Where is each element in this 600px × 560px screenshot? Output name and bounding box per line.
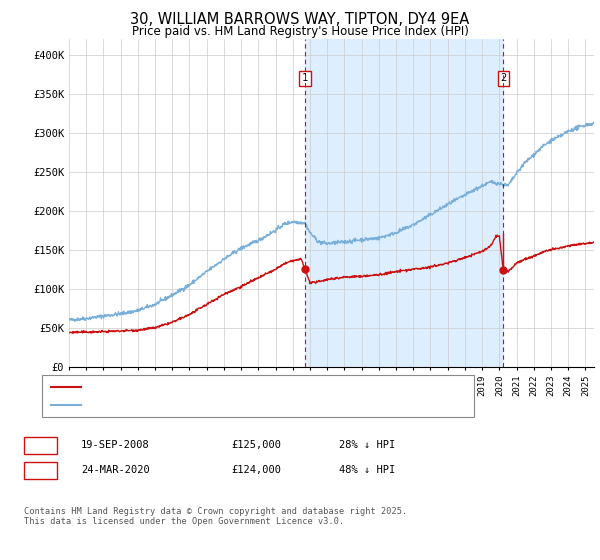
Text: Contains HM Land Registry data © Crown copyright and database right 2025.
This d: Contains HM Land Registry data © Crown c…	[24, 507, 407, 526]
Text: 30, WILLIAM BARROWS WAY, TIPTON, DY4 9EA: 30, WILLIAM BARROWS WAY, TIPTON, DY4 9EA	[130, 12, 470, 27]
Bar	[305, 39, 503, 367]
Text: 30, WILLIAM BARROWS WAY, TIPTON, DY4 9EA (detached house): 30, WILLIAM BARROWS WAY, TIPTON, DY4 9EA…	[87, 382, 422, 392]
Text: £124,000: £124,000	[231, 465, 281, 475]
Text: 28% ↓ HPI: 28% ↓ HPI	[339, 440, 395, 450]
Text: 24-MAR-2020: 24-MAR-2020	[81, 465, 150, 475]
Text: 2: 2	[500, 73, 506, 83]
Text: 19-SEP-2008: 19-SEP-2008	[81, 440, 150, 450]
Text: 48% ↓ HPI: 48% ↓ HPI	[339, 465, 395, 475]
Text: £125,000: £125,000	[231, 440, 281, 450]
Text: 2: 2	[37, 465, 44, 475]
Text: Price paid vs. HM Land Registry's House Price Index (HPI): Price paid vs. HM Land Registry's House …	[131, 25, 469, 38]
Text: 1: 1	[37, 440, 44, 450]
Text: 1: 1	[302, 73, 308, 83]
Text: HPI: Average price, detached house, Sandwell: HPI: Average price, detached house, Sand…	[87, 400, 346, 410]
